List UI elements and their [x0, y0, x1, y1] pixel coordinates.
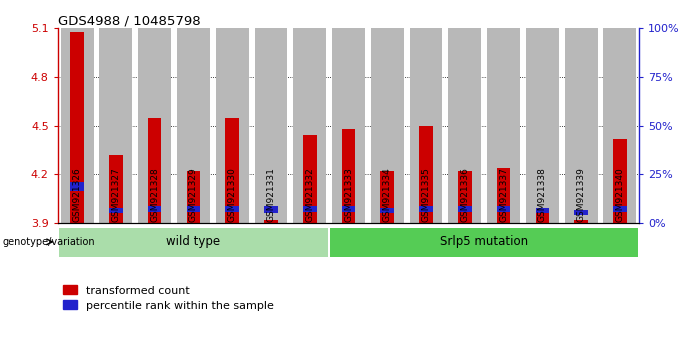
Bar	[381, 207, 394, 213]
Bar	[420, 206, 432, 212]
Bar	[575, 220, 588, 223]
Bar	[138, 28, 171, 223]
Bar	[381, 171, 394, 223]
Bar	[148, 118, 161, 223]
Bar	[342, 129, 355, 223]
Bar	[226, 118, 239, 223]
Bar	[265, 220, 277, 223]
Bar	[342, 206, 355, 212]
Bar	[458, 206, 471, 212]
Bar	[99, 28, 133, 223]
Text: GSM921329: GSM921329	[189, 167, 198, 222]
Text: Srlp5 mutation: Srlp5 mutation	[440, 235, 528, 249]
Bar	[71, 182, 84, 190]
Text: GSM921328: GSM921328	[150, 167, 159, 222]
Bar	[487, 28, 520, 223]
Text: GSM921327: GSM921327	[112, 167, 120, 222]
Bar	[332, 28, 365, 223]
Bar	[187, 206, 200, 212]
Text: GSM921333: GSM921333	[344, 167, 353, 222]
Bar	[526, 28, 559, 223]
Bar	[254, 28, 288, 223]
Text: GSM921334: GSM921334	[383, 167, 392, 222]
Bar	[216, 28, 249, 223]
Bar	[564, 28, 598, 223]
Bar	[293, 28, 326, 223]
Bar	[226, 206, 239, 212]
Bar	[177, 28, 210, 223]
Bar	[420, 126, 432, 223]
Text: GDS4988 / 10485798: GDS4988 / 10485798	[58, 14, 201, 27]
Text: GSM921336: GSM921336	[460, 167, 469, 222]
Bar	[613, 206, 626, 212]
Bar	[603, 28, 636, 223]
Bar	[458, 171, 471, 223]
Bar	[109, 155, 122, 223]
Bar	[265, 206, 277, 213]
Bar	[148, 206, 161, 212]
Text: GSM921330: GSM921330	[228, 167, 237, 222]
Bar	[613, 139, 626, 223]
Bar	[497, 206, 510, 212]
Bar	[448, 28, 481, 223]
Text: GSM921335: GSM921335	[422, 167, 430, 222]
Text: genotype/variation: genotype/variation	[3, 237, 95, 247]
Text: GSM921339: GSM921339	[577, 167, 585, 222]
Bar	[109, 207, 122, 213]
Bar	[61, 28, 94, 223]
Legend: transformed count, percentile rank within the sample: transformed count, percentile rank withi…	[63, 285, 273, 310]
Text: GSM921326: GSM921326	[73, 167, 82, 222]
Text: GSM921340: GSM921340	[615, 167, 624, 222]
Bar	[187, 171, 200, 223]
Bar	[71, 32, 84, 223]
Text: GSM921332: GSM921332	[305, 167, 314, 222]
Text: GSM921331: GSM921331	[267, 167, 275, 222]
Bar	[575, 210, 588, 215]
Bar	[303, 135, 316, 223]
Bar	[536, 213, 549, 223]
Bar	[303, 206, 316, 212]
Bar	[330, 228, 638, 257]
Bar	[536, 209, 549, 213]
Text: GSM921338: GSM921338	[538, 167, 547, 222]
Text: wild type: wild type	[167, 235, 220, 249]
Bar	[59, 228, 328, 257]
Bar	[371, 28, 404, 223]
Bar	[409, 28, 443, 223]
Text: GSM921337: GSM921337	[499, 167, 508, 222]
Bar	[497, 168, 510, 223]
